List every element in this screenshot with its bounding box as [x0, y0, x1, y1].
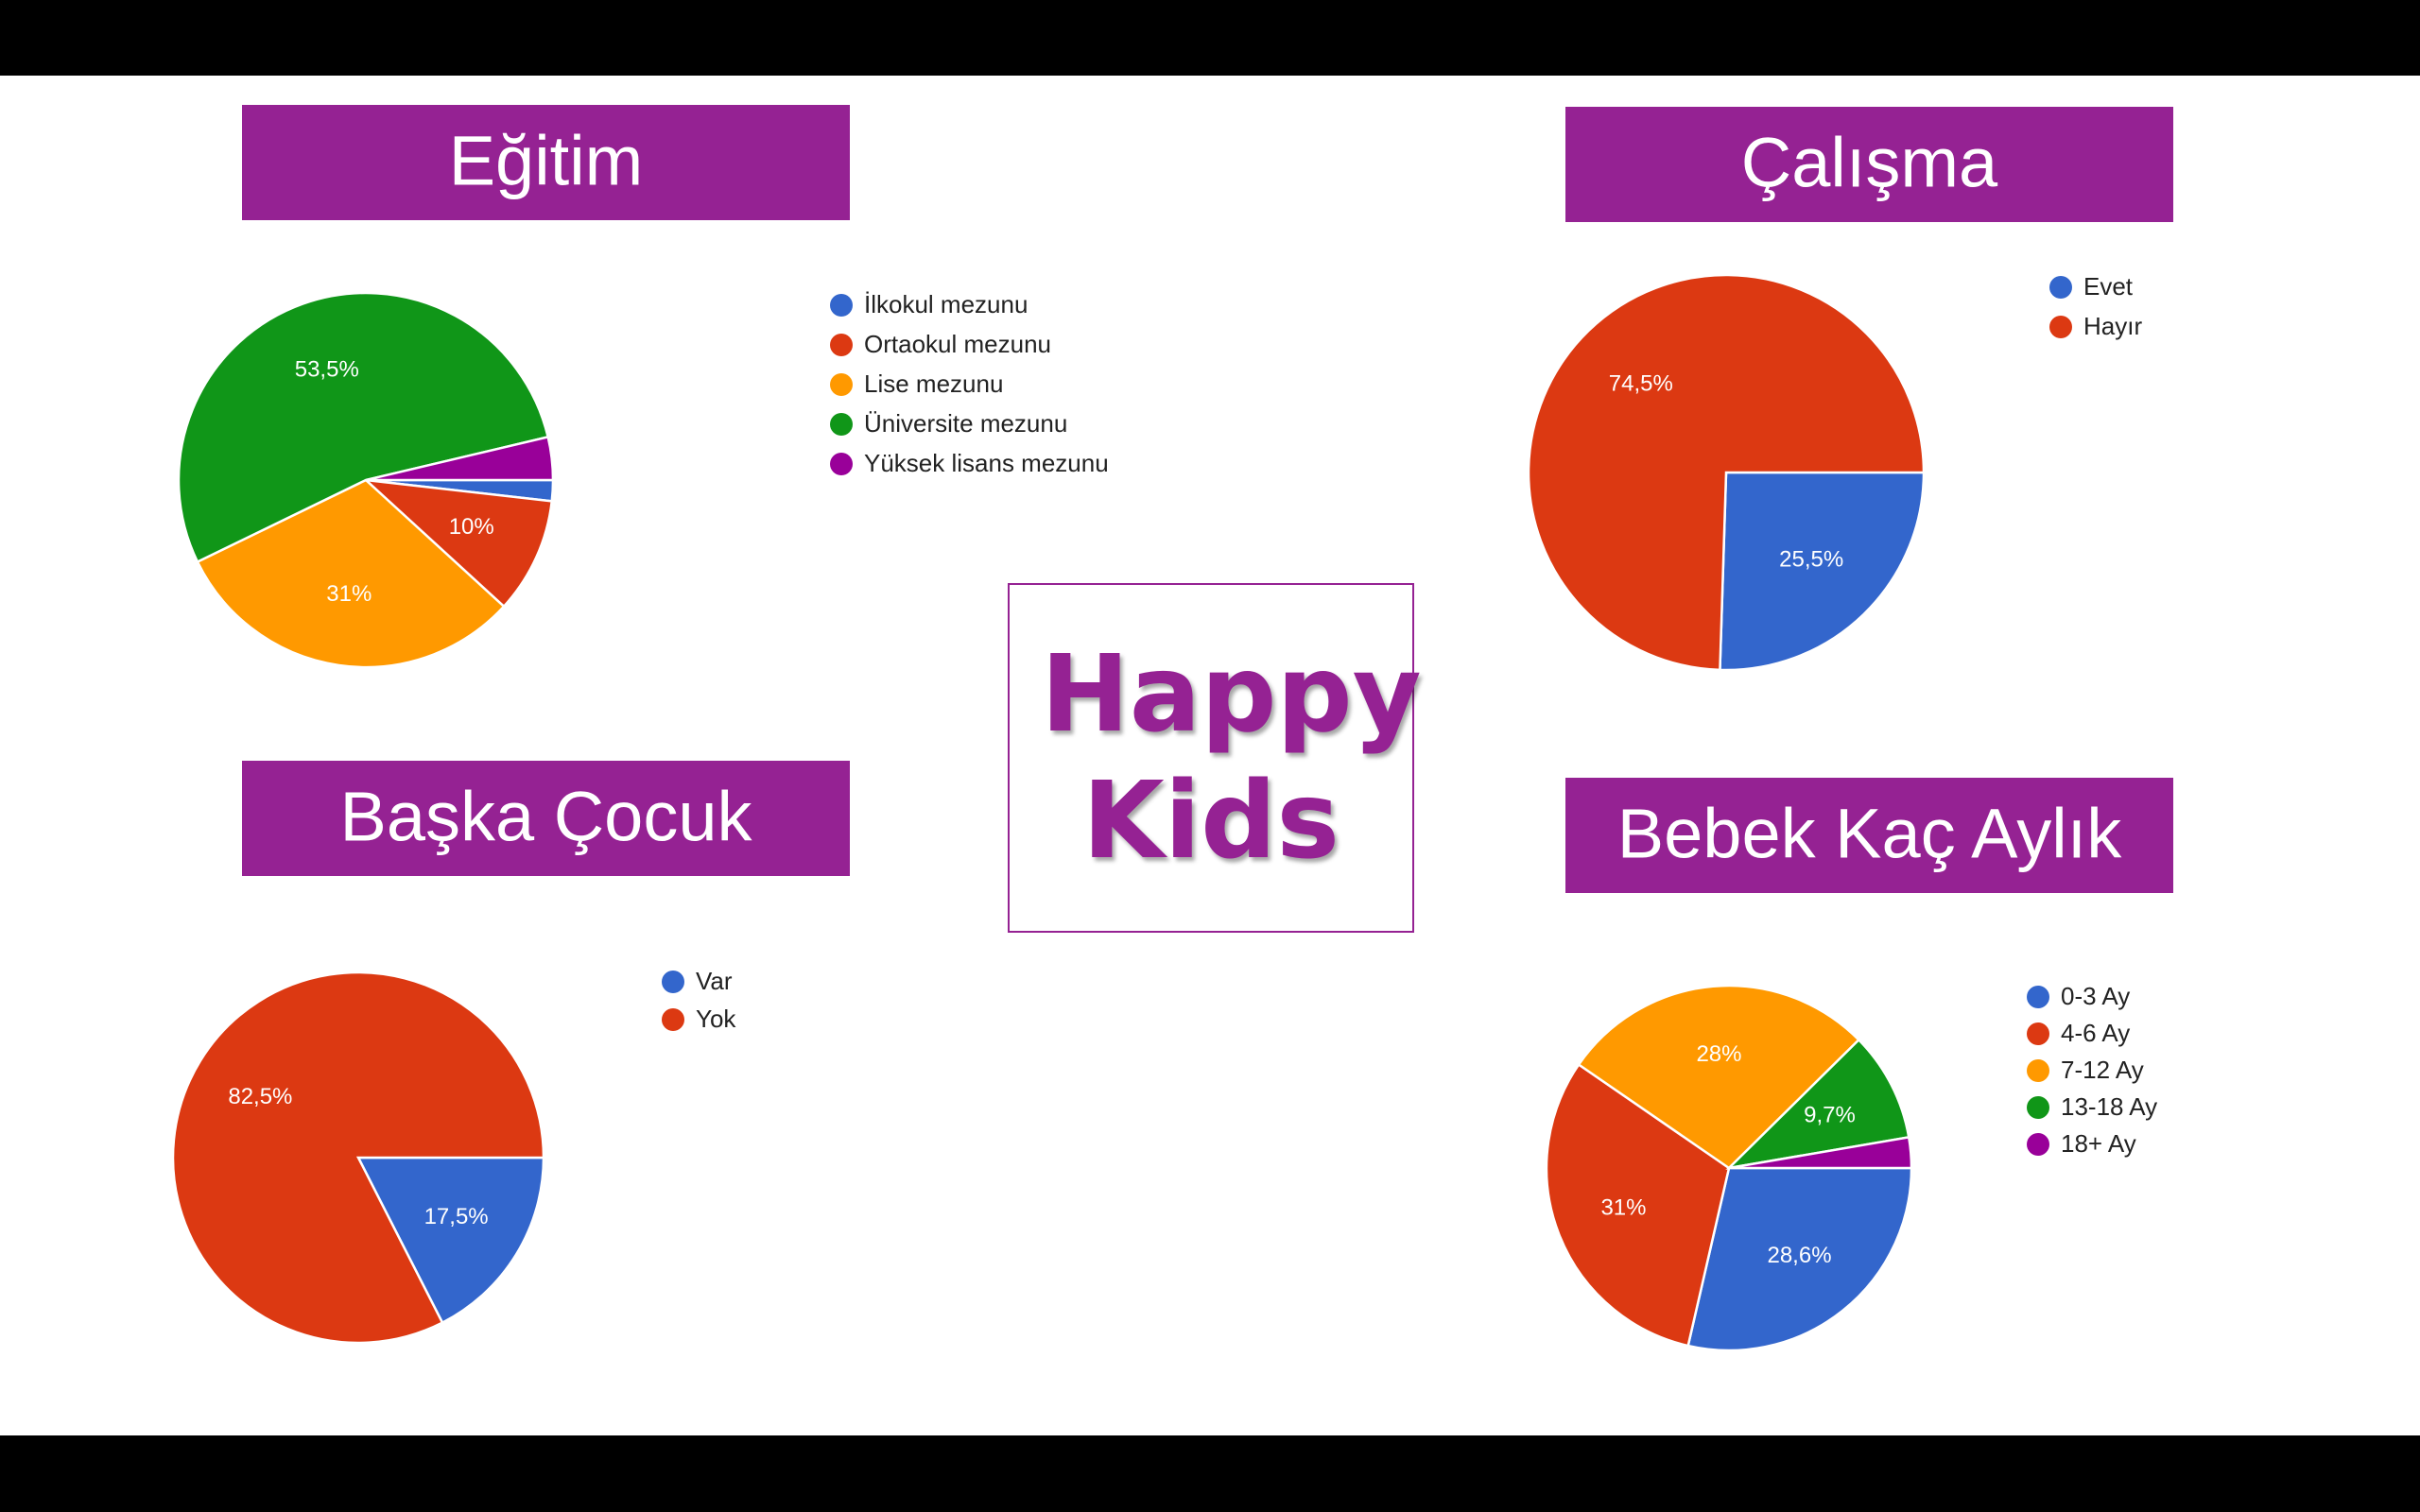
pie-slice	[196, 478, 506, 669]
legend-marker	[662, 1008, 684, 1031]
slice-label: 31%	[326, 581, 372, 607]
pie-slice	[177, 291, 550, 564]
legend-marker	[2027, 1059, 2049, 1082]
legend-marker	[2049, 276, 2072, 299]
slice-label: 25,5%	[1779, 546, 1843, 572]
legend-marker	[830, 453, 853, 475]
legend-label: Evet	[2083, 272, 2134, 301]
legend-label: Ortaokul mezunu	[864, 330, 1051, 358]
legend-marker	[662, 971, 684, 993]
legend-marker	[830, 373, 853, 396]
pie-slice	[1719, 471, 1926, 672]
slice-label: 82,5%	[228, 1084, 292, 1109]
slice-label: 53,5%	[295, 357, 359, 383]
pie-slice	[365, 435, 555, 482]
pie-slice	[1527, 273, 1926, 672]
legend-label: İlkokul mezunu	[864, 290, 1028, 318]
chart-title: Eğitim	[449, 122, 644, 200]
legend-label: Var	[696, 967, 733, 995]
legend-label: Yok	[696, 1005, 736, 1033]
legend-label: 4-6 Ay	[2061, 1019, 2130, 1047]
brand-title: Happy Kids	[1041, 632, 1422, 883]
pie-slice	[362, 478, 554, 609]
chart-header	[242, 105, 850, 220]
legend-label: Hayır	[2083, 312, 2142, 340]
pie-slice	[1686, 1166, 1913, 1352]
legend-marker	[2049, 316, 2072, 338]
legend-marker	[2027, 1022, 2049, 1045]
chart-header	[242, 761, 850, 876]
legend-label: Üniversite mezunu	[864, 409, 1067, 438]
legend-marker	[830, 413, 853, 436]
legend-label: Yüksek lisans mezunu	[864, 449, 1109, 477]
slice-label: 74,5%	[1609, 370, 1673, 396]
chart-header	[1565, 107, 2173, 222]
legend-label: Lise mezunu	[864, 369, 1003, 398]
legend-label: 13-18 Ay	[2061, 1092, 2157, 1121]
pie-slice	[1577, 984, 1861, 1170]
legend-marker	[830, 294, 853, 317]
slice-label: 10%	[449, 514, 494, 540]
legend-label: 18+ Ay	[2061, 1129, 2136, 1158]
pie-slice	[1725, 1038, 1910, 1170]
pie-slice	[1728, 1135, 1913, 1170]
legend-label: 0-3 Ay	[2061, 982, 2130, 1010]
chart-title: Bebek Kaç Aylık	[1617, 795, 2122, 873]
slice-label: 9,7%	[1804, 1103, 1856, 1128]
slice-label: 31%	[1600, 1195, 1646, 1221]
legend-marker	[2027, 1096, 2049, 1119]
chart-title: Çalışma	[1741, 124, 1998, 202]
legend-marker	[2027, 1133, 2049, 1156]
slice-label: 28,6%	[1767, 1243, 1831, 1268]
legend-marker	[830, 334, 853, 356]
chart-title: Başka Çocuk	[340, 778, 753, 856]
slice-label: 28%	[1696, 1041, 1741, 1067]
brand-box: Happy Kids	[1008, 583, 1422, 933]
legend-label: 7-12 Ay	[2061, 1056, 2144, 1084]
pie-slice	[355, 1156, 545, 1325]
legend-marker	[2027, 986, 2049, 1008]
slice-label: 17,5%	[424, 1204, 489, 1229]
chart-header	[1565, 778, 2173, 893]
pie-slice	[171, 971, 545, 1345]
pie-slice	[1545, 1062, 1731, 1348]
